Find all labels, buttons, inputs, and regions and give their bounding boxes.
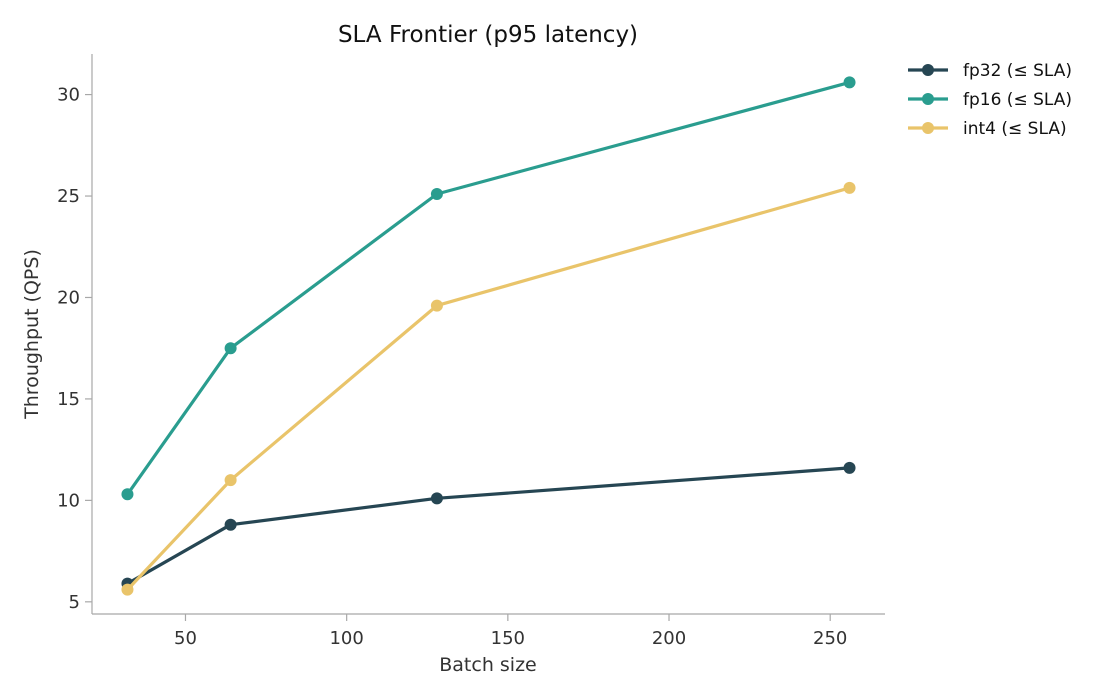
- legend: fp32 (≤ SLA) fp16 (≤ SLA) int4 (≤ SLA): [908, 61, 1072, 139]
- legend-swatch-marker: [922, 64, 934, 76]
- data-point: [843, 76, 856, 89]
- y-tick-label: 15: [57, 389, 80, 410]
- y-tick-label: 20: [57, 287, 80, 308]
- y-tick-label: 5: [69, 592, 80, 613]
- x-ticks: 50 100 150 200 250: [174, 614, 847, 649]
- y-tick-label: 10: [57, 490, 80, 511]
- data-point: [430, 188, 443, 200]
- legend-label: fp16 (≤ SLA): [963, 90, 1072, 110]
- axes: [91, 54, 885, 615]
- legend-label: fp32 (≤ SLA): [963, 61, 1072, 81]
- series-1: [121, 76, 856, 501]
- x-axis-label: Batch size: [439, 654, 537, 676]
- data-point: [224, 342, 237, 355]
- data-point: [430, 492, 443, 505]
- y-axis-label: Throughput (QPS): [21, 249, 43, 420]
- y-ticks: 5 10 15 20 25 30: [57, 85, 92, 613]
- legend-swatch-marker: [922, 93, 934, 105]
- series-0: [121, 461, 856, 590]
- data-point: [224, 518, 237, 531]
- series-line: [125, 186, 852, 592]
- y-tick-label: 25: [57, 186, 80, 207]
- data-point: [224, 474, 237, 487]
- legend-item: fp32 (≤ SLA): [908, 61, 1072, 81]
- series-line: [125, 80, 852, 496]
- x-tick-label: 150: [491, 628, 525, 649]
- data-point: [430, 299, 443, 312]
- data-point: [843, 461, 856, 474]
- legend-item: fp16 (≤ SLA): [908, 90, 1072, 110]
- series-layer: [121, 76, 856, 596]
- series-2: [121, 181, 856, 596]
- y-tick-label: 30: [57, 85, 80, 106]
- legend-swatch-marker: [922, 122, 934, 134]
- legend-item: int4 (≤ SLA): [908, 119, 1067, 139]
- chart-title: SLA Frontier (p95 latency): [338, 22, 638, 48]
- data-point: [121, 488, 134, 501]
- series-line: [125, 466, 852, 586]
- x-tick-label: 250: [813, 628, 847, 649]
- x-tick-label: 100: [329, 628, 363, 649]
- legend-label: int4 (≤ SLA): [963, 119, 1067, 139]
- data-point: [121, 583, 134, 596]
- data-point: [843, 181, 856, 194]
- x-tick-label: 50: [174, 628, 197, 649]
- x-tick-label: 200: [652, 628, 686, 649]
